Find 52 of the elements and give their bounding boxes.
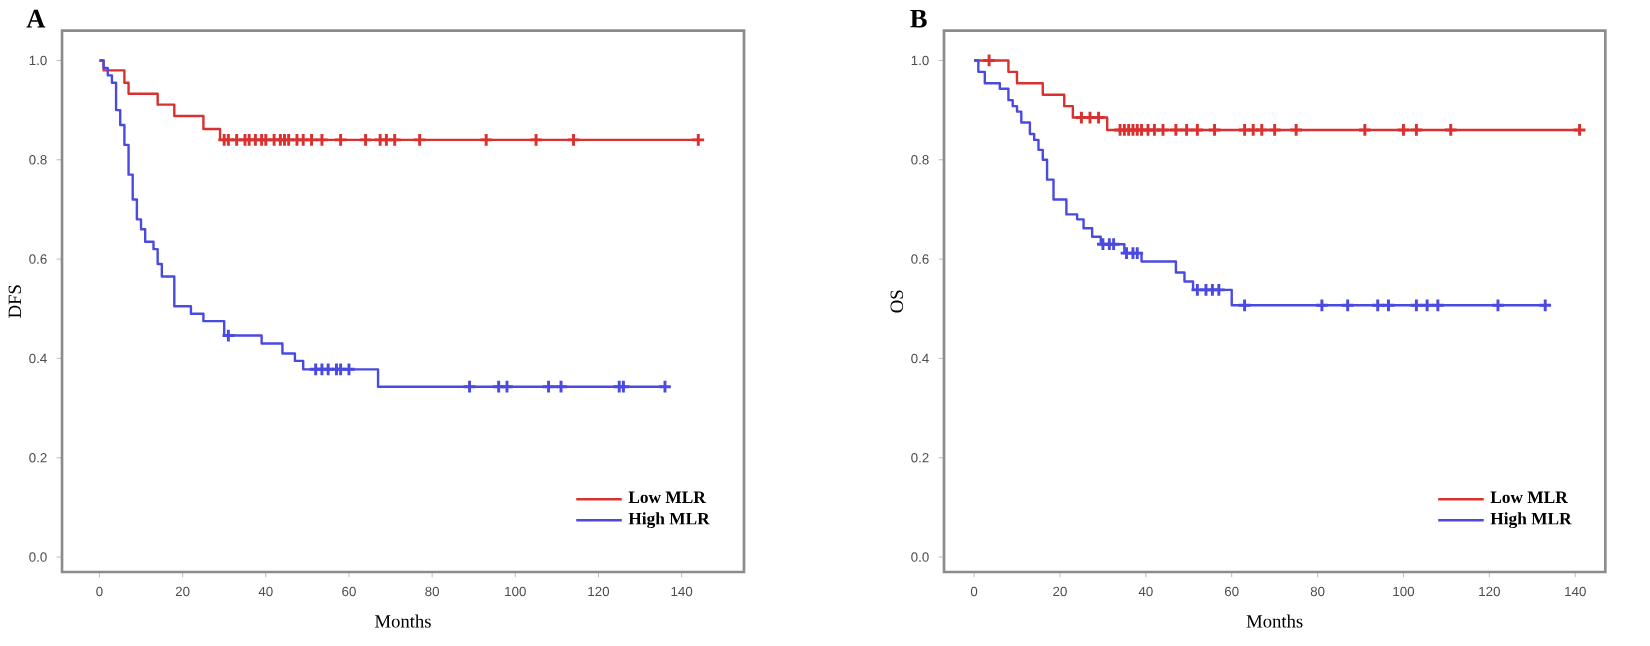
point: [530, 134, 542, 146]
point: [222, 329, 235, 342]
point: [1180, 124, 1193, 136]
point: [659, 380, 671, 393]
legend-label: Low MLR: [1490, 491, 1568, 504]
point: [1238, 299, 1251, 312]
point: [1382, 299, 1395, 312]
point: [1170, 124, 1182, 136]
point: [1444, 124, 1457, 136]
point: [1255, 124, 1268, 136]
y-axis-title: DFS: [8, 285, 22, 318]
point: [1341, 299, 1354, 312]
point: [1421, 299, 1433, 312]
point: [305, 134, 318, 146]
point: [1539, 299, 1552, 312]
legend-label: Low MLR: [628, 491, 706, 504]
x-axis-title: Months: [375, 614, 431, 628]
point: [1208, 124, 1221, 136]
chart-title: B: [910, 9, 927, 28]
point: [1492, 299, 1504, 312]
point: [1358, 124, 1371, 136]
point: [1431, 299, 1444, 312]
point: [480, 134, 493, 146]
chart-title: A: [26, 9, 46, 28]
legend-label: High MLR: [1490, 512, 1572, 529]
point: [343, 363, 355, 376]
point: [983, 54, 995, 67]
point: [1316, 299, 1328, 312]
point: [413, 134, 426, 146]
point: [567, 134, 580, 146]
point: [542, 380, 555, 393]
point: [334, 134, 347, 146]
point: [1371, 299, 1384, 312]
y-axis-title: OS: [890, 290, 904, 313]
x-axis-title: Months: [1246, 614, 1303, 628]
point: [1157, 124, 1169, 136]
point: [463, 380, 476, 393]
point: [555, 380, 567, 393]
point: [388, 134, 401, 146]
point: [316, 134, 328, 146]
point: [1131, 247, 1144, 259]
point: [692, 134, 705, 146]
point: [1397, 124, 1410, 136]
point: [1268, 124, 1281, 136]
point: [1410, 124, 1423, 136]
point: [1290, 124, 1303, 136]
point: [1410, 299, 1423, 312]
point: [501, 380, 513, 393]
point: [359, 134, 372, 146]
legend-label: High MLR: [628, 512, 710, 529]
point: [1573, 124, 1586, 136]
point: [1191, 124, 1204, 136]
